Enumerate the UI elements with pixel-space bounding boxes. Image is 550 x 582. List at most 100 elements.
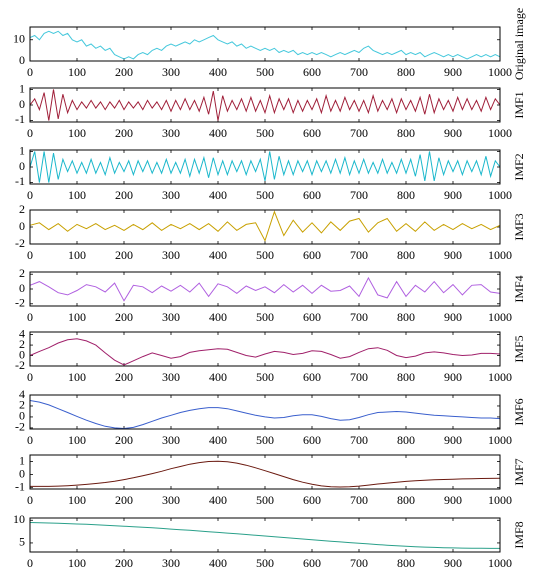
y-tick-label: 0 [19,159,25,173]
x-tick-label: 300 [162,188,180,202]
y-tick-label: -1 [15,479,25,493]
x-tick-label: 200 [115,370,133,384]
x-tick-label: 500 [256,310,274,324]
y-tick-label: 4 [19,387,25,401]
axes-frame [29,209,501,245]
x-tick-label: 400 [209,493,227,507]
x-tick-label: 400 [209,188,227,202]
y-tick-label: -1 [15,174,25,188]
x-tick-label: 500 [256,65,274,79]
y-tick-label: 1 [19,143,25,157]
y-axis-label: IMF8 [512,521,526,548]
x-tick-label: 0 [27,310,33,324]
x-tick-label: 900 [444,65,462,79]
x-tick-label: 800 [397,556,415,570]
x-tick-label: 100 [68,248,86,262]
x-tick-label: 500 [256,556,274,570]
y-axis-label: Original image [512,8,526,80]
x-tick-label: 100 [68,310,86,324]
x-tick-label: 700 [350,433,368,447]
x-tick-label: 900 [444,370,462,384]
x-tick-label: 600 [303,493,321,507]
x-tick-label: 700 [350,248,368,262]
x-tick-label: 1000 [488,370,512,384]
x-tick-label: 900 [444,310,462,324]
x-tick-label: 1000 [488,310,512,324]
x-tick-label: 500 [256,433,274,447]
series-line [30,460,501,488]
y-tick-label: 1 [19,81,25,95]
x-tick-label: 300 [162,370,180,384]
x-tick-label: 900 [444,248,462,262]
x-tick-label: 700 [350,188,368,202]
x-tick-label: 800 [397,65,415,79]
y-tick-label: 10 [13,512,25,526]
x-tick-label: 900 [444,556,462,570]
y-tick-label: -2 [15,358,25,372]
series-line [29,522,500,549]
x-tick-label: 500 [256,126,274,140]
subplot: 0 100 200 300 400 500 600 700 800 900 1000 -10 1 IMF2 [15,143,526,201]
x-tick-label: 200 [115,126,133,140]
series-line [29,30,501,60]
axes-frame [29,271,501,307]
x-tick-label: 700 [350,493,368,507]
x-tick-label: 900 [444,493,462,507]
y-tick-label: 2 [19,398,25,412]
y-tick-label: 0 [19,281,25,295]
y-tick-label: 10 [13,32,25,46]
x-tick-label: 400 [209,248,227,262]
x-tick-label: 200 [115,493,133,507]
x-tick-label: 100 [68,126,86,140]
y-axis-label: IMF5 [512,335,526,362]
y-tick-label: 5 [19,535,25,549]
x-tick-label: 800 [397,188,415,202]
series-line [29,210,501,242]
x-tick-label: 600 [303,433,321,447]
x-tick-label: 1000 [488,493,512,507]
x-tick-label: 100 [68,433,86,447]
x-tick-label: 600 [303,310,321,324]
y-tick-label: 2 [19,202,25,216]
subplot: 0 100 200 300 400 500 600 700 800 900 1000 0 10 Origi… [13,8,526,80]
series-line [29,276,501,302]
x-tick-label: 0 [27,65,33,79]
y-tick-label: 4 [19,326,25,340]
axes-frame [29,454,501,490]
x-tick-label: 600 [303,126,321,140]
x-tick-label: 600 [303,65,321,79]
x-tick-label: 500 [256,248,274,262]
axes-frame [29,517,501,553]
x-tick-label: 0 [27,556,33,570]
x-tick-label: 400 [209,370,227,384]
x-tick-label: 0 [27,126,33,140]
x-tick-label: 100 [68,188,86,202]
y-tick-label: 2 [19,266,25,280]
x-tick-label: 1000 [488,126,512,140]
x-tick-label: 600 [303,370,321,384]
x-tick-label: 900 [444,188,462,202]
x-tick-label: 700 [350,65,368,79]
x-tick-label: 300 [162,556,180,570]
x-tick-label: 0 [27,370,33,384]
x-tick-label: 700 [350,126,368,140]
axes-frame [29,331,501,367]
x-tick-label: 700 [350,370,368,384]
x-tick-label: 500 [256,188,274,202]
x-tick-label: 100 [68,370,86,384]
y-axis-label: IMF1 [512,91,526,118]
y-tick-label: 0 [19,466,25,480]
x-tick-label: 400 [209,310,227,324]
y-axis-label: IMF3 [512,213,526,240]
series-line [29,89,501,121]
y-tick-label: 0 [19,219,25,233]
axes-frame [29,26,501,62]
x-tick-label: 200 [115,310,133,324]
x-tick-label: 800 [397,433,415,447]
x-tick-label: 1000 [488,65,512,79]
x-tick-label: 300 [162,126,180,140]
y-axis-label: IMF4 [512,275,526,302]
series-line [29,151,501,183]
y-tick-label: -2 [15,420,25,434]
